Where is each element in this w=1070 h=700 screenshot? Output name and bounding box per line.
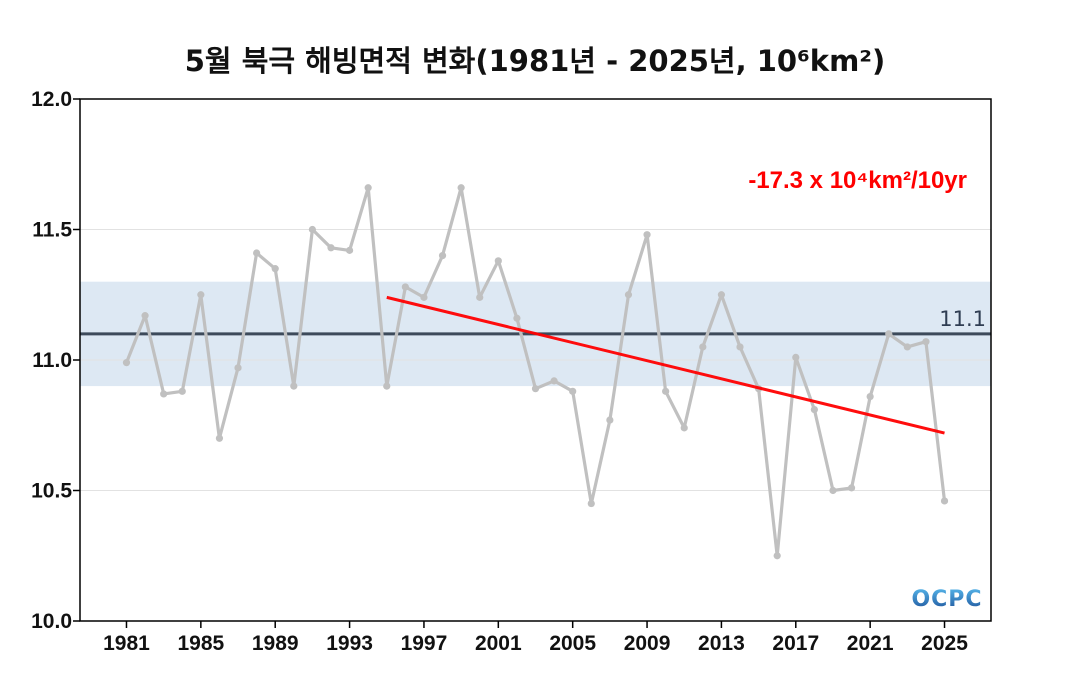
- data-point: [885, 330, 893, 338]
- data-point: [773, 552, 781, 560]
- y-tick-label: 12.0: [31, 88, 72, 111]
- data-point: [847, 484, 856, 492]
- x-tick-label: 2013: [698, 632, 745, 655]
- data-point: [364, 184, 372, 192]
- y-tick-label: 10.0: [31, 610, 72, 633]
- data-point: [940, 497, 949, 505]
- y-tick-label: 11.5: [32, 219, 72, 242]
- data-point: [531, 385, 540, 393]
- data-point: [122, 359, 131, 367]
- mean-label: 11.1: [939, 307, 986, 331]
- data-point: [253, 249, 261, 257]
- data-point: [438, 252, 447, 260]
- data-point: [234, 364, 242, 372]
- data-point: [717, 291, 726, 299]
- data-point: [903, 343, 911, 351]
- data-point: [271, 265, 279, 273]
- data-point: [587, 499, 595, 508]
- x-tick-label: 1989: [252, 632, 299, 655]
- data-point: [401, 283, 409, 291]
- data-point: [699, 343, 707, 351]
- data-point: [420, 293, 428, 301]
- x-tick-label: 2009: [624, 632, 671, 655]
- data-point: [810, 405, 818, 414]
- chart-title: 5월 북극 해빙면적 변화(1981년 - 2025년, 10⁶km²): [185, 44, 886, 78]
- data-point: [215, 434, 224, 442]
- data-point: [141, 312, 149, 320]
- x-tick-label: 2005: [549, 632, 596, 655]
- x-tick-label: 2001: [475, 632, 522, 655]
- data-point: [829, 486, 837, 495]
- x-tick-label: 2021: [847, 632, 894, 655]
- data-point: [197, 291, 205, 299]
- data-point: [662, 387, 670, 395]
- data-point: [866, 392, 874, 401]
- y-tick-label: 11.0: [32, 349, 72, 372]
- y-tick-label: 10.5: [31, 480, 72, 503]
- data-point: [345, 246, 354, 254]
- data-point: [160, 390, 168, 398]
- data-point: [178, 387, 186, 395]
- x-tick-label: 1981: [103, 632, 150, 655]
- data-point: [680, 424, 688, 432]
- data-point: [792, 353, 800, 361]
- x-tick-label: 1985: [177, 632, 224, 655]
- data-point: [624, 291, 633, 299]
- data-point: [290, 382, 298, 390]
- trend-line: [386, 295, 945, 435]
- data-point: [513, 314, 521, 322]
- data-point: [736, 343, 744, 351]
- x-tick-label: 2025: [921, 632, 968, 655]
- data-point: [383, 382, 391, 390]
- x-tick-label: 1997: [401, 632, 448, 655]
- data-point: [494, 257, 502, 265]
- data-point: [922, 338, 930, 346]
- data-point: [569, 387, 577, 395]
- data-point: [327, 244, 335, 252]
- data-point: [550, 377, 558, 385]
- data-point: [308, 225, 316, 234]
- x-tick-label: 2017: [772, 632, 819, 655]
- data-point: [606, 416, 614, 424]
- x-tick-label: 1993: [326, 632, 373, 655]
- data-point: [643, 231, 651, 239]
- ocpc-logo: OCPC: [911, 587, 982, 612]
- trend-label: -17.3 x 10⁴km²/10yr: [748, 167, 967, 194]
- plot-area: 10.0 10.5 11.0 11.5 12.0 1981 1985 1989 1993 1997…: [31, 88, 992, 655]
- data-point: [457, 184, 465, 192]
- data-point: [476, 293, 484, 301]
